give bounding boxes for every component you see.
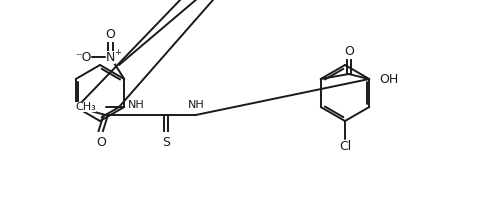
Text: NH: NH <box>187 100 204 110</box>
Text: +: + <box>114 48 120 56</box>
Text: Cl: Cl <box>339 141 351 153</box>
Text: OH: OH <box>379 72 398 86</box>
Text: S: S <box>162 135 170 148</box>
Text: O: O <box>96 135 106 148</box>
Text: ⁻O: ⁻O <box>75 50 92 64</box>
Text: NH: NH <box>127 100 144 110</box>
Text: O: O <box>344 45 354 57</box>
Text: N: N <box>106 50 115 64</box>
Text: O: O <box>105 28 115 41</box>
Text: CH₃: CH₃ <box>75 102 96 112</box>
